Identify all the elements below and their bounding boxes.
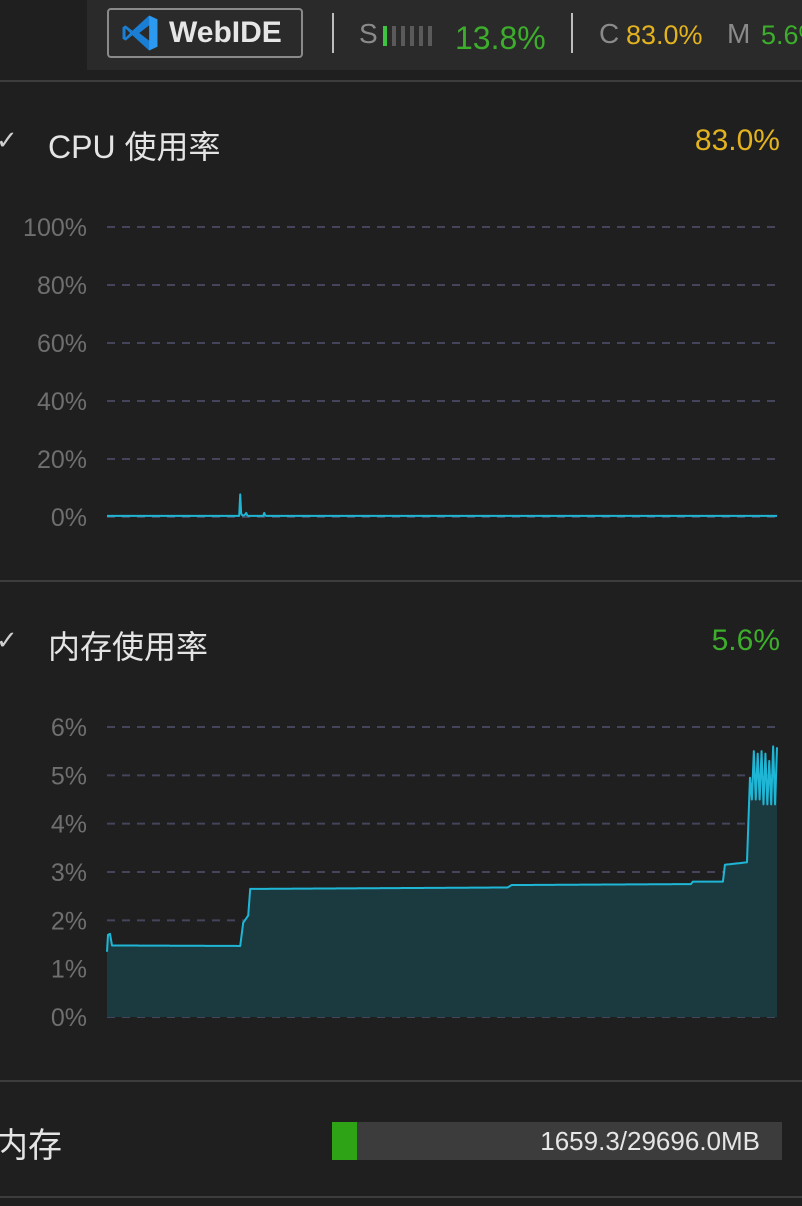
cpu-value: 83.0% [626, 20, 703, 50]
y-tick-label: 4% [51, 811, 87, 839]
cpu-letter: C [599, 18, 620, 49]
y-tick-label: 80% [37, 272, 87, 300]
memory-progress-fill [332, 1122, 358, 1160]
divider [0, 80, 802, 82]
mem-letter: M [727, 18, 751, 49]
swap-meter-bar [383, 26, 387, 46]
swap-meter-bar [428, 26, 432, 46]
y-tick-label: 0% [51, 504, 87, 532]
y-tick-label: 5% [51, 762, 87, 790]
y-tick-label: 40% [37, 388, 87, 416]
mem-section-title: 内存使用率 [48, 629, 209, 665]
cpu-collapse-check-icon[interactable]: ✓ [0, 126, 18, 156]
toolbar-separator [571, 13, 573, 53]
cpu-series-line [107, 493, 777, 517]
memory-label: 内存 [0, 1126, 62, 1166]
swap-letter: S [359, 18, 378, 49]
memory-series-area [107, 746, 777, 1017]
cpu-section-title: CPU 使用率 [48, 129, 221, 165]
app-name: WebIDE [169, 16, 282, 49]
y-tick-label: 1% [51, 956, 87, 984]
divider [0, 1080, 802, 1082]
swap-meter-bar [419, 26, 423, 46]
y-tick-label: 60% [37, 330, 87, 358]
y-tick-label: 2% [51, 907, 87, 935]
swap-meter-bar [410, 26, 414, 46]
memory-usage-chart: 0% 1% 2% 3% 4% 5% 6% [51, 714, 778, 1032]
mem-section-value: 5.6% [711, 624, 780, 657]
y-tick-label: 100% [23, 214, 87, 242]
mem-value: 5.6% [761, 20, 802, 50]
y-tick-label: 0% [51, 1004, 87, 1032]
y-tick-label: 3% [51, 859, 87, 887]
divider [0, 580, 802, 582]
mem-collapse-check-icon[interactable]: ✓ [0, 626, 18, 656]
vscode-logo-icon [122, 15, 158, 51]
status-toolbar: WebIDE S 13.8% C 83.0% M 5.6% [87, 0, 802, 70]
webide-button[interactable]: WebIDE [107, 8, 303, 58]
y-tick-label: 6% [51, 714, 87, 742]
memory-progress-bar: 1659.3/29696.0MB [332, 1122, 782, 1160]
divider [0, 1196, 802, 1198]
y-tick-label: 20% [37, 446, 87, 474]
swap-value: 13.8% [455, 20, 546, 56]
swap-meter [383, 26, 432, 46]
memory-progress-text: 1659.3/29696.0MB [540, 1126, 760, 1156]
toolbar-separator [332, 13, 334, 53]
cpu-usage-chart: 0% 20% 40% 60% 80% 100% [23, 214, 777, 532]
memory-series-line [106, 745, 778, 952]
swap-meter-bar [401, 26, 405, 46]
cpu-section-value: 83.0% [694, 124, 780, 157]
swap-meter-bar [392, 26, 396, 46]
